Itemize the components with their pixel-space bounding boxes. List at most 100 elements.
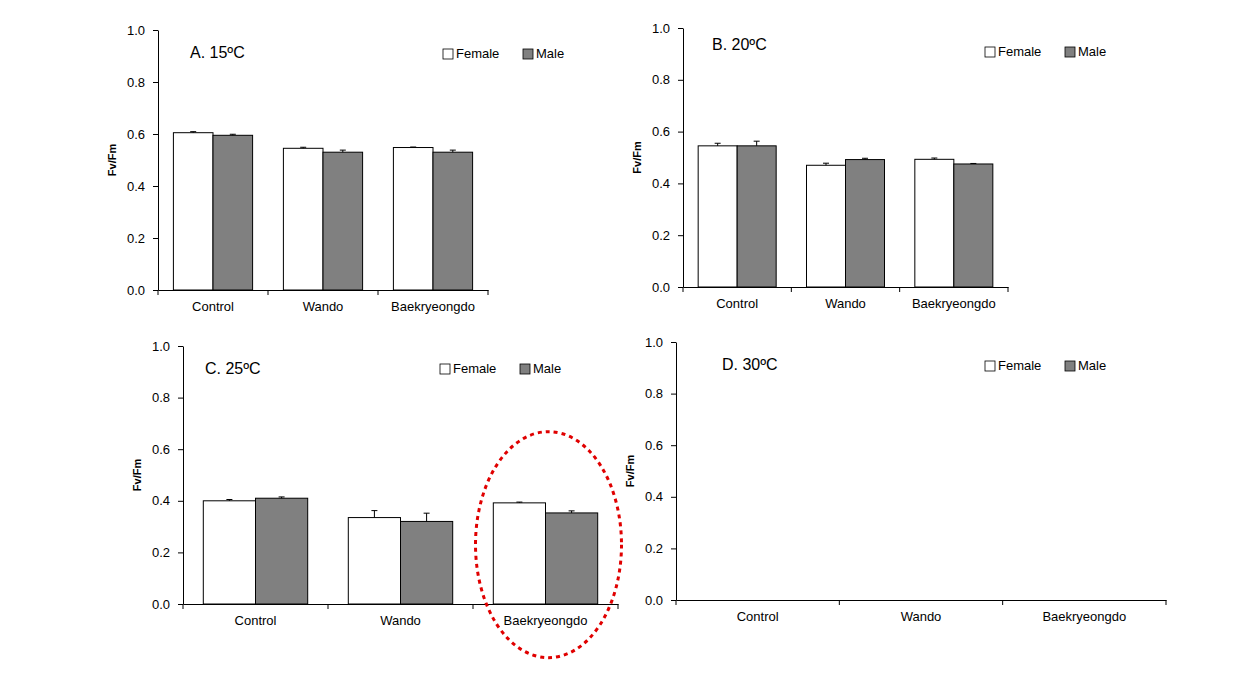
error-cap [970,163,976,164]
tick-mark [671,394,676,395]
category-boundary [791,287,792,292]
error-cap [340,150,346,151]
tick: 0.2 [645,541,676,556]
y-axis-title: Fv/Fm [131,459,143,492]
tick-label: 0.4 [645,489,663,504]
bar [433,152,473,290]
tick-label: 0.4 [127,179,145,194]
axis-line [677,600,1167,601]
axis-line [159,290,489,291]
tick: Baekryeongdo [504,604,588,628]
x-axis: ControlWandoBaekryeongdo [676,600,1167,624]
figure: 0.0 0.2 0.4 0.6 0.8 1.0 Control Wando Baekryeong… [0,0,1246,678]
tick: Control [716,287,758,311]
tick-mark [671,600,676,601]
tick: 1.0 [645,335,676,350]
error-bar [300,147,306,148]
error-bar [190,132,196,133]
error-cap [410,147,416,148]
panel: 0.00.20.40.60.81.0ControlWandoBaekryeong… [127,23,489,315]
legend-label: Male [536,46,564,61]
tick-label: 0.6 [127,127,145,142]
legend-swatch [1065,47,1075,57]
legend-item: Female [985,44,1041,59]
tick-label: 0.0 [645,593,663,608]
tick-mark [678,80,683,81]
tick: 0.6 [652,124,683,139]
bar [698,146,737,287]
tick: 0.6 [152,442,183,457]
tick: 0.6 [645,438,676,453]
error-cap [279,496,285,497]
error-cap [516,502,522,503]
legend-item: Male [1065,358,1106,373]
tick: 0.4 [645,489,676,504]
tick-mark [678,287,683,288]
tick: 0.8 [652,72,683,87]
tick: 0.2 [652,228,683,243]
y-axis: 0.00.20.40.60.81.0 [152,339,184,612]
tick: 0.2 [127,231,158,246]
tick-label: 0.8 [152,390,170,405]
error-bar [970,163,976,165]
tick-label: 0.4 [652,176,670,191]
category-boundary [378,290,379,295]
tick-label: 0.8 [645,386,663,401]
bar [173,133,213,290]
tick-label: Control [192,299,234,314]
bar [393,148,433,290]
plot-area [173,132,472,290]
legend-item: Male [1065,44,1106,59]
x-axis: ControlWandoBaekryeongdo [183,604,619,628]
highlight-ellipse [476,432,622,658]
tick-mark [671,548,676,549]
category-boundary [1008,287,1009,292]
tick-label: Baekryeongdo [391,299,475,314]
tick: 0.0 [645,593,676,608]
y-axis: 0.00.20.40.60.81.0 [652,21,684,295]
error-cap [190,131,196,132]
tick-mark [178,346,183,347]
error-cap [230,134,236,135]
tick-label: 0.2 [652,228,670,243]
tick-label: Wando [303,299,344,314]
category-boundary [899,287,900,292]
error-bar [371,511,377,518]
tick-label: Wando [380,613,421,628]
tick: Wando [901,600,942,624]
category-boundary [1166,600,1167,605]
tick: Baekryeongdo [391,290,475,314]
error-bar [450,150,456,152]
panel-title: D. 30ºC [722,356,778,373]
y-axis-title: Fv/Fm [624,455,636,488]
legend-swatch [985,361,995,371]
category-boundary [683,287,684,292]
tick-mark [178,604,183,605]
error-cap [569,510,575,511]
tick-mark [178,552,183,553]
bar [348,518,400,604]
tick-label: 0.0 [652,280,670,295]
legend-swatch [520,364,530,374]
tick: 1.0 [127,23,158,38]
panel-title: B. 20ºC [712,36,767,53]
bar [256,498,308,604]
legend-swatch [1065,361,1075,371]
y-axis: 0.0 0.2 0.4 0.6 0.8 1.0 [645,335,677,608]
bar [401,521,453,604]
category-boundary [158,290,159,295]
tick-mark [178,449,183,450]
error-bar [424,513,430,521]
tick: Control [737,600,779,624]
bar [807,165,846,287]
tick-label: 1.0 [645,335,663,350]
bar [213,135,253,290]
tick-label: 0.4 [152,493,170,508]
error-bar [823,163,829,165]
legend-item: Male [523,46,564,61]
tick-mark [153,30,158,31]
tick: Control [192,290,234,314]
tick-mark [178,398,183,399]
bar [915,159,954,287]
bar [283,148,323,290]
